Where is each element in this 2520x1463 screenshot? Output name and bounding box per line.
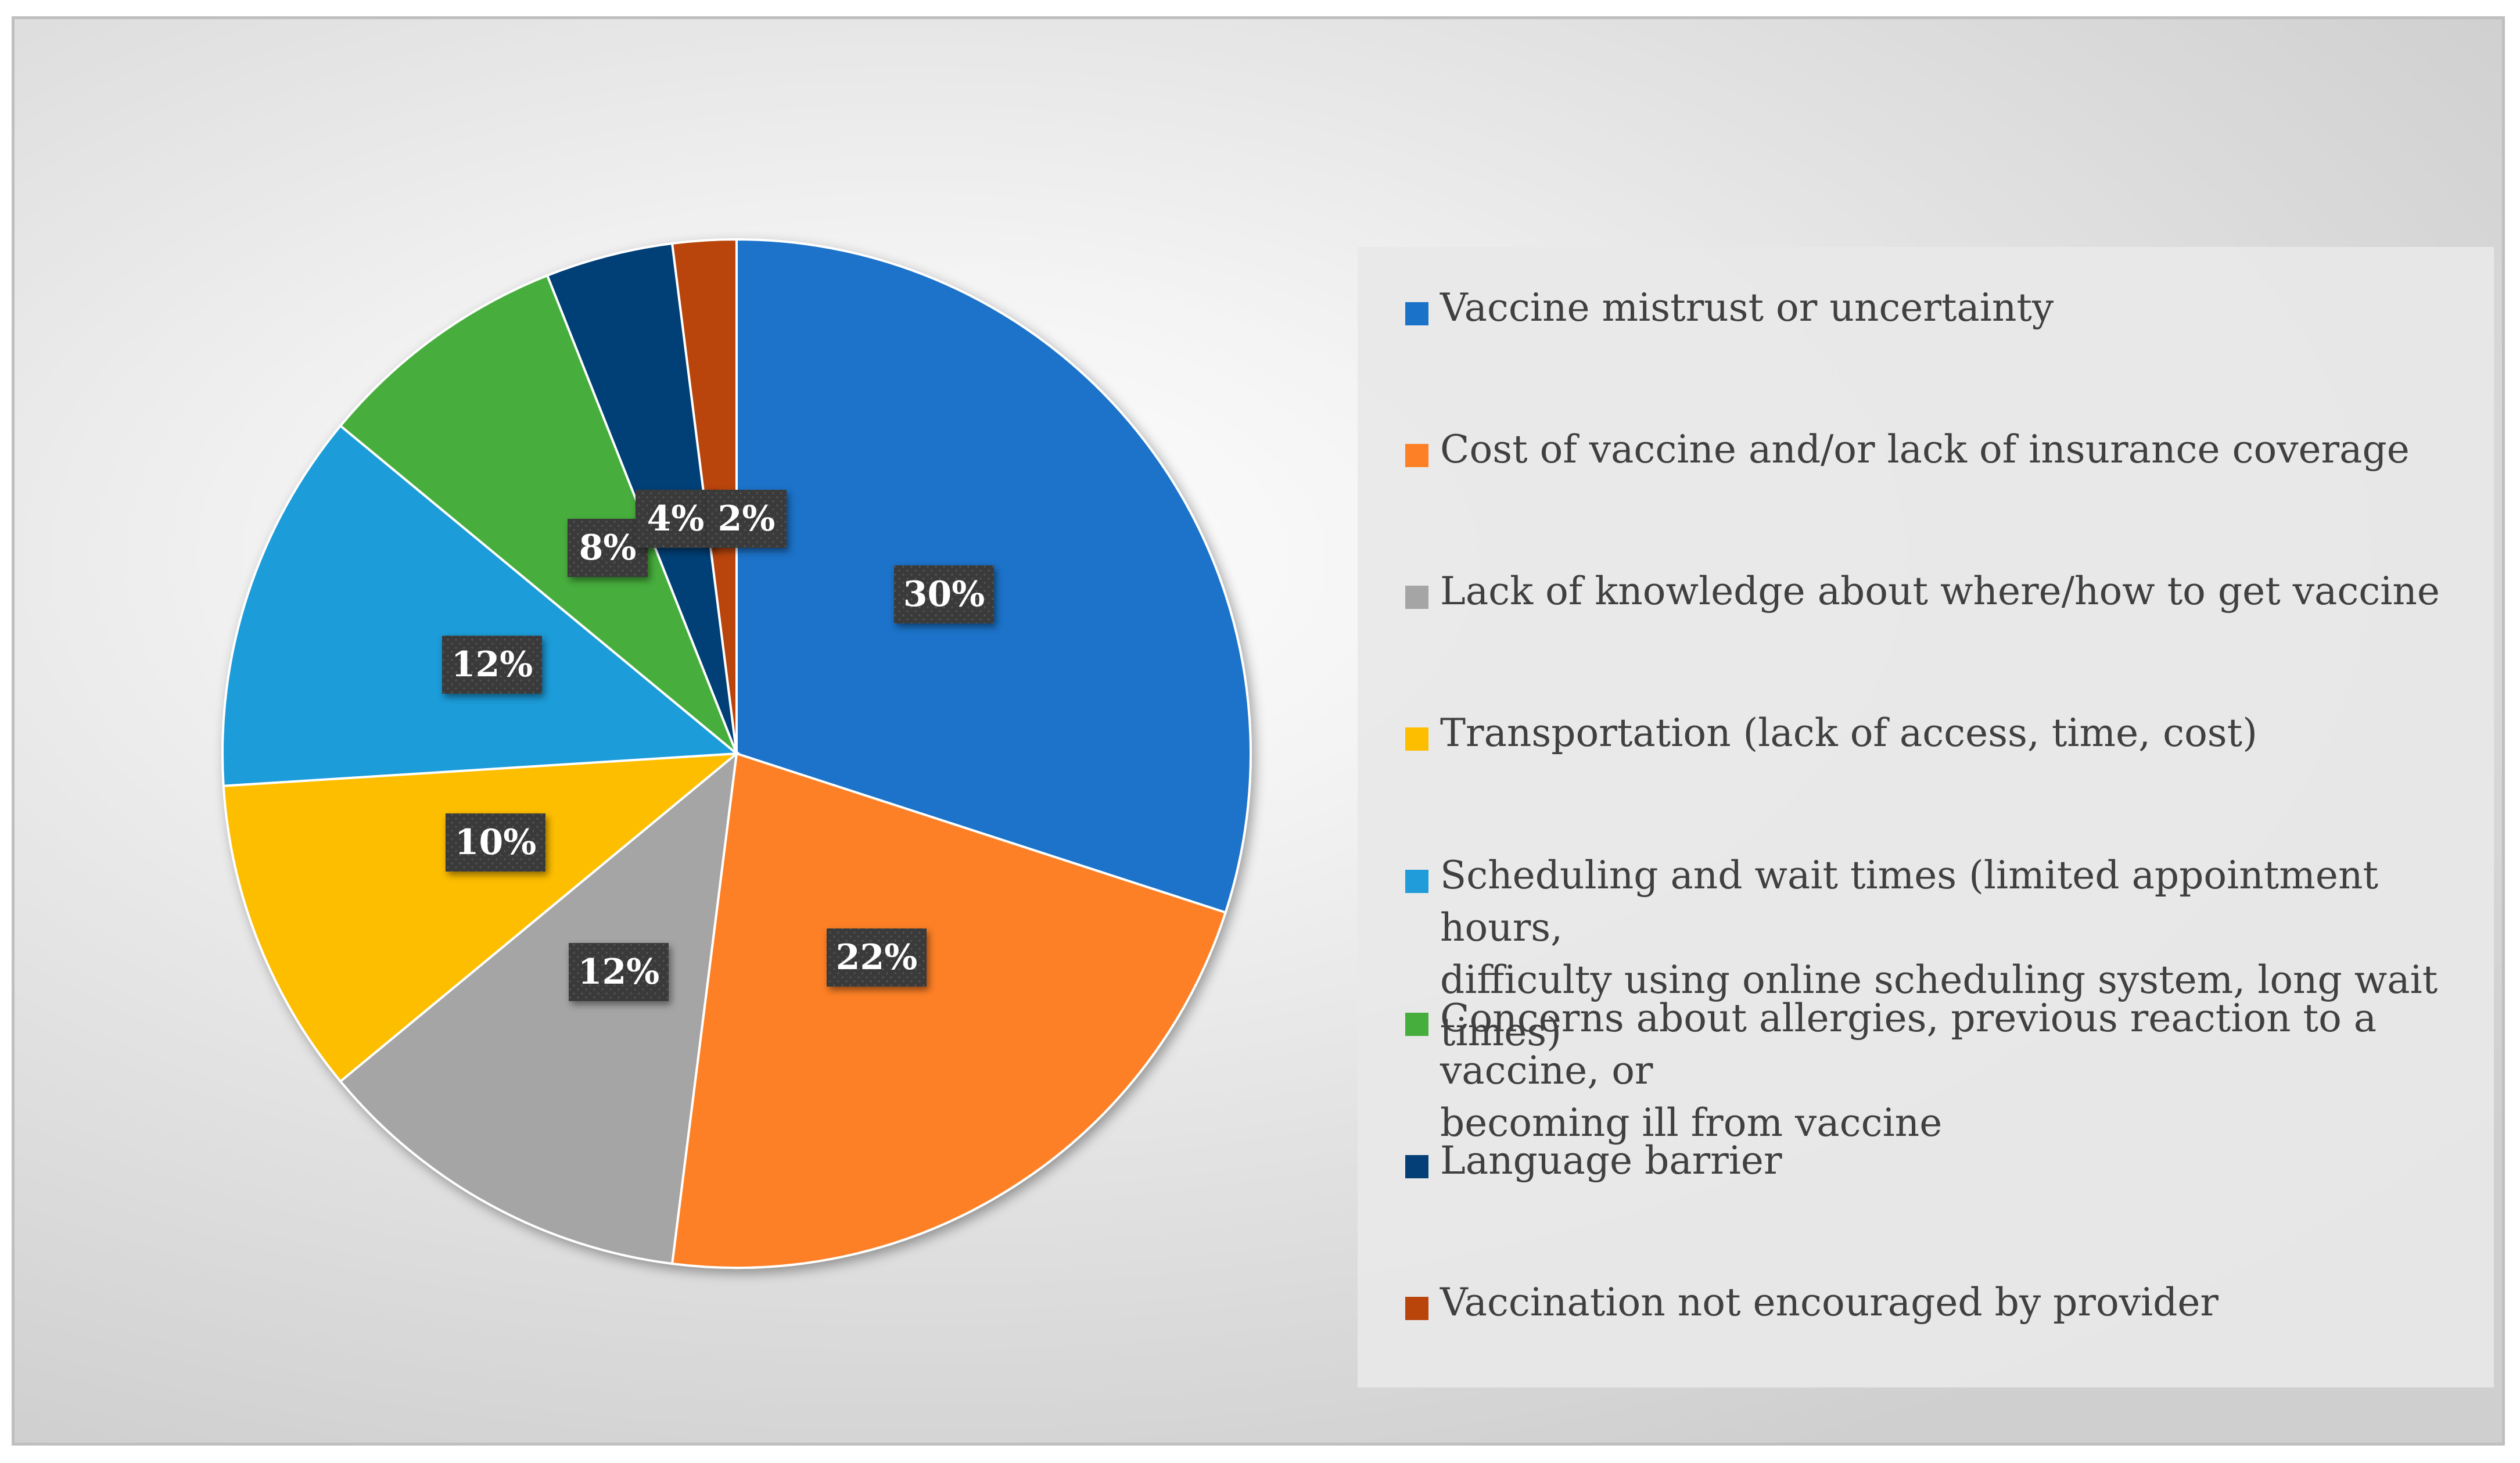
legend-label: Language barrier (1440, 1138, 1782, 1183)
legend-label: Lack of knowledge about where/how to get… (1440, 569, 2440, 614)
pie-slice-3 (339, 751, 738, 1265)
legend-swatch (1405, 870, 1428, 893)
data-label-box-3 (569, 943, 669, 1001)
legend-item-4: Transportation (lack of access, time, co… (1405, 707, 2486, 759)
legend-swatch (1405, 1013, 1428, 1036)
pie-slice-6 (339, 274, 738, 755)
data-label-box-5 (442, 636, 542, 694)
legend-swatch (1405, 586, 1428, 609)
pie-slice-2 (670, 752, 1227, 1269)
legend-item-7: Language barrier (1405, 1135, 2486, 1187)
legend-label: Cost of vaccine and/or lack of insurance… (1440, 427, 2410, 472)
data-label-text-8: 2% (718, 499, 776, 539)
data-label-box-8 (706, 490, 787, 548)
legend-label: Vaccination not encouraged by provider (1440, 1280, 2219, 1325)
data-label-box-4 (446, 813, 545, 872)
data-label-1: 30% (894, 565, 994, 623)
chart-legend: Vaccine mistrust or uncertainty Cost of v… (1358, 247, 2494, 1387)
data-label-box-1 (894, 565, 994, 623)
legend-swatch (1405, 727, 1428, 751)
legend-label: Transportation (lack of access, time, co… (1440, 711, 2257, 755)
legend-swatch (1405, 1155, 1428, 1178)
data-label-text-1: 30% (903, 574, 985, 615)
chart-area: 30% 22% 12% 10% 12% 8% 4% 2% Vaccine mistrust o… (12, 16, 2505, 1446)
data-label-3: 12% (569, 943, 669, 1001)
data-label-7: 4% (636, 490, 716, 548)
legend-item-6: Concerns about allergies, previous react… (1405, 992, 2486, 1149)
legend-item-8: Vaccination not encouraged by provider (1405, 1276, 2486, 1329)
legend-item-2: Cost of vaccine and/or lack of insurance… (1405, 424, 2486, 476)
data-label-2: 22% (827, 928, 927, 987)
pie-chart: 30% 22% 12% 10% 12% 8%4% 2% (221, 238, 1252, 1269)
data-label-text-5: 12% (451, 644, 533, 685)
data-label-5: 12% (442, 636, 542, 694)
legend-item-1: Vaccine mistrust or uncertainty (1405, 282, 2486, 334)
data-label-text-6: 8% (579, 528, 637, 568)
legend-label: Concerns about allergies, previous react… (1440, 996, 2377, 1145)
legend-label: Scheduling and wait times (limited appoi… (1440, 853, 2438, 1055)
data-label-8: 2% (706, 490, 787, 548)
data-label-text-4: 10% (455, 822, 537, 863)
legend-swatch (1405, 302, 1428, 325)
data-label-box-7 (636, 490, 716, 548)
legend-item-5: Scheduling and wait times (limited appoi… (1405, 849, 2486, 1059)
pie-slice-4 (222, 752, 741, 1083)
data-label-4: 10% (446, 813, 545, 872)
legend-item-3: Lack of knowledge about where/how to get… (1405, 565, 2486, 618)
data-label-text-3: 12% (578, 952, 660, 992)
data-label-6: 8% (568, 519, 648, 577)
pie-slice-5 (221, 424, 740, 787)
data-label-box-2 (827, 928, 927, 987)
legend-swatch (1405, 1297, 1428, 1320)
legend-swatch (1405, 444, 1428, 467)
data-label-text-7: 4% (647, 499, 705, 539)
data-label-box-6 (568, 519, 648, 577)
data-label-text-2: 22% (836, 937, 918, 978)
legend-label: Vaccine mistrust or uncertainty (1440, 285, 2054, 330)
